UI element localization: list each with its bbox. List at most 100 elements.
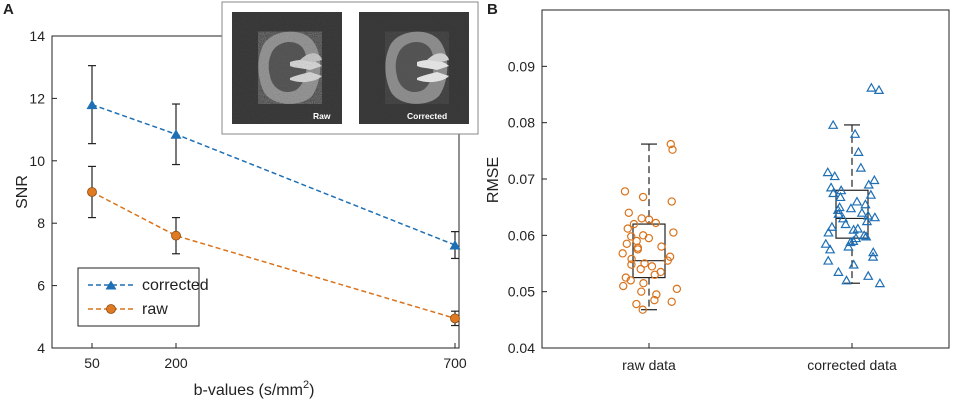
data-point-corrected bbox=[824, 244, 836, 254]
series-group-a bbox=[86, 65, 461, 327]
x-tick-label-a: 50 bbox=[84, 355, 100, 371]
data-point-corrected bbox=[840, 218, 851, 229]
data-point-raw bbox=[622, 239, 632, 248]
data-point-corrected bbox=[860, 199, 871, 209]
data-point-raw bbox=[627, 260, 636, 269]
data-point-raw bbox=[627, 232, 636, 241]
data-point-raw bbox=[618, 249, 627, 258]
data-point-corrected bbox=[869, 212, 881, 222]
y-tick-label-b: 0.06 bbox=[508, 227, 535, 243]
y-axis-label-rmse: RMSE bbox=[485, 157, 502, 203]
data-point-corrected bbox=[843, 241, 854, 251]
data-point-raw bbox=[652, 290, 661, 299]
data-point-raw bbox=[632, 299, 641, 309]
x-axis-b: raw data corrected data bbox=[622, 343, 897, 373]
panel-letter-a: A bbox=[3, 1, 14, 18]
data-point-raw bbox=[640, 259, 649, 268]
data-point-raw bbox=[639, 279, 648, 288]
data-point-raw bbox=[629, 219, 639, 229]
data-point-corrected bbox=[855, 162, 867, 172]
data-point-corrected bbox=[837, 213, 849, 223]
data-point-corrected bbox=[848, 235, 859, 245]
x-tick-label-a: 700 bbox=[443, 355, 467, 371]
data-point-raw bbox=[620, 187, 630, 196]
data-point-raw bbox=[627, 254, 636, 264]
data-point-raw bbox=[638, 305, 647, 314]
data-point-corrected bbox=[822, 255, 834, 265]
legend-marker-raw bbox=[106, 304, 116, 314]
data-point-corrected bbox=[823, 227, 834, 237]
data-point-raw bbox=[672, 284, 682, 294]
y-tick-label-a: 8 bbox=[37, 215, 45, 231]
y-tick-label-b: 0.07 bbox=[508, 171, 535, 187]
x-axis-label-b-values: b-values (s/mm2) bbox=[194, 379, 315, 399]
data-point-corrected bbox=[170, 129, 182, 139]
data-point-corrected bbox=[845, 203, 857, 213]
data-point-raw bbox=[666, 139, 675, 149]
data-point-raw bbox=[171, 230, 181, 241]
box-group-b bbox=[618, 82, 886, 314]
panel-letter-b: B bbox=[487, 1, 498, 18]
data-point-corrected bbox=[858, 230, 870, 240]
legend-marker-corrected bbox=[105, 280, 117, 290]
data-point-corrected bbox=[835, 191, 846, 202]
x-tick-label-b: raw data bbox=[622, 357, 676, 373]
data-point-corrected bbox=[849, 128, 861, 138]
data-point-corrected bbox=[826, 221, 838, 231]
data-point-raw bbox=[450, 313, 460, 324]
y-tick-label-a: 6 bbox=[37, 278, 45, 294]
x-tick-label-b: corrected data bbox=[807, 357, 897, 373]
data-point-corrected bbox=[841, 275, 852, 285]
data-point-raw bbox=[633, 245, 643, 254]
data-point-raw bbox=[638, 192, 648, 202]
data-point-raw bbox=[623, 224, 632, 233]
inset-label-corrected: Corrected bbox=[407, 111, 447, 121]
y-axis-b: 0.04 0.05 0.06 0.07 0.08 0.09 bbox=[508, 58, 547, 356]
data-point-corrected bbox=[853, 146, 864, 156]
x-axis-a: 50 200 700 bbox=[84, 343, 467, 371]
data-point-raw bbox=[650, 270, 659, 279]
data-point-corrected bbox=[86, 99, 98, 110]
y-tick-label-b: 0.05 bbox=[508, 284, 535, 300]
data-point-raw bbox=[619, 281, 628, 291]
series-line-raw bbox=[91, 191, 456, 320]
y-tick-label-a: 10 bbox=[29, 153, 45, 169]
data-point-raw bbox=[667, 297, 676, 307]
inset-image-corrected: Corrected bbox=[359, 12, 469, 124]
x-tick-label-a: 200 bbox=[164, 355, 188, 371]
data-point-corrected bbox=[861, 216, 873, 226]
data-point-corrected bbox=[860, 231, 872, 241]
data-point-corrected bbox=[828, 187, 839, 198]
y-tick-label-b: 0.04 bbox=[508, 340, 535, 356]
data-point-corrected bbox=[865, 189, 877, 199]
data-point-corrected bbox=[820, 238, 832, 248]
data-point-corrected bbox=[869, 174, 880, 185]
data-point-corrected bbox=[829, 170, 840, 181]
data-point-raw bbox=[667, 197, 676, 206]
legend-box bbox=[77, 267, 200, 327]
y-tick-label-b: 0.08 bbox=[508, 115, 535, 131]
data-point-corrected bbox=[833, 266, 844, 276]
inset-image-raw: Raw bbox=[232, 12, 342, 124]
data-point-raw bbox=[637, 287, 646, 296]
data-point-raw bbox=[636, 264, 645, 274]
inset-images: Raw Corrected bbox=[221, 1, 479, 135]
data-point-corrected bbox=[851, 196, 863, 206]
data-point-raw bbox=[626, 276, 635, 285]
rmse-box-chart: 0.04 0.05 0.06 0.07 0.08 0.09 raw data correct… bbox=[485, 9, 950, 373]
y-axis-label-snr: SNR bbox=[14, 175, 31, 209]
y-tick-label-b: 0.09 bbox=[508, 58, 535, 74]
data-point-corrected bbox=[848, 224, 859, 234]
data-point-raw bbox=[647, 262, 657, 271]
y-tick-label-a: 12 bbox=[29, 90, 45, 106]
y-tick-label-a: 4 bbox=[37, 340, 45, 356]
legend-label-corrected: corrected bbox=[142, 277, 209, 294]
data-point-corrected bbox=[866, 82, 877, 92]
data-point-corrected bbox=[863, 179, 874, 189]
y-tick-label-a: 14 bbox=[29, 28, 45, 44]
data-point-corrected bbox=[827, 119, 839, 129]
data-point-corrected bbox=[856, 207, 868, 217]
data-point-corrected bbox=[833, 208, 844, 218]
